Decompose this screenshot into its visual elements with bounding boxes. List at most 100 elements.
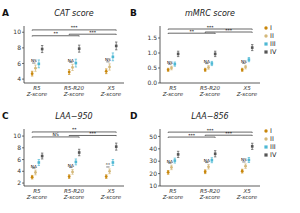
legend-marker bbox=[264, 34, 267, 37]
x-tick-label-line: Z-score bbox=[63, 194, 85, 200]
point bbox=[68, 71, 71, 74]
y-tick bbox=[158, 161, 160, 162]
legend-marker bbox=[264, 129, 267, 132]
error-bar bbox=[248, 158, 250, 163]
series bbox=[170, 65, 247, 70]
legend-label: IV bbox=[270, 151, 277, 159]
legend-marker bbox=[264, 42, 267, 45]
error-bar bbox=[204, 170, 206, 174]
y-tick-label: 10 bbox=[13, 132, 21, 139]
error-bar bbox=[68, 175, 70, 179]
point bbox=[248, 58, 251, 61]
pair-label: NS bbox=[105, 57, 111, 62]
bracket-label: *** bbox=[225, 28, 233, 33]
pair-label: NA bbox=[68, 163, 74, 168]
legend-marker bbox=[264, 153, 267, 156]
error-bar bbox=[251, 45, 253, 51]
point bbox=[167, 68, 170, 71]
error-bar bbox=[105, 69, 107, 74]
marks bbox=[31, 42, 118, 76]
y-tick bbox=[22, 183, 24, 184]
x-tick-label: R5-R20Z-score bbox=[199, 188, 221, 200]
error-bar bbox=[71, 64, 73, 70]
error-bar bbox=[115, 42, 117, 50]
y-tick bbox=[158, 136, 160, 137]
point bbox=[204, 170, 207, 173]
x-tick-label: X5Z-score bbox=[100, 188, 122, 200]
annotations: ********NSNANS bbox=[167, 25, 252, 65]
point bbox=[211, 159, 214, 162]
x-tick-label: R5Z-score bbox=[162, 188, 184, 200]
panel: LAA−950C246810R5Z-scoreR5-R20Z-scoreX5Z-… bbox=[2, 111, 124, 200]
pair-label: NA bbox=[204, 59, 210, 64]
panel-label: B bbox=[130, 8, 137, 18]
error-bar bbox=[71, 170, 73, 175]
y-tick-label: 0.5 bbox=[147, 64, 157, 71]
point bbox=[244, 66, 247, 69]
point bbox=[170, 166, 173, 169]
legend-label: IV bbox=[270, 48, 277, 56]
point bbox=[241, 68, 244, 71]
point bbox=[244, 165, 247, 168]
panel-label: D bbox=[130, 111, 137, 121]
bracket-label: *** bbox=[89, 30, 97, 35]
y-tick bbox=[158, 83, 160, 84]
x-tick-label-line: Z-score bbox=[199, 194, 221, 200]
legend-label: I bbox=[270, 24, 272, 32]
marks bbox=[167, 143, 254, 174]
pair-label: NA bbox=[204, 158, 210, 163]
y-tick-label: 0.0 bbox=[147, 79, 157, 86]
x-tick-label: R5Z-score bbox=[162, 85, 184, 97]
series bbox=[34, 169, 111, 175]
error-bar bbox=[78, 149, 80, 155]
error-bar bbox=[211, 61, 213, 65]
error-bar bbox=[174, 62, 176, 66]
y-tick bbox=[22, 136, 24, 137]
error-bar bbox=[41, 153, 43, 159]
x-tick-label: R5Z-score bbox=[26, 85, 48, 97]
legend-label: II bbox=[270, 135, 274, 143]
legend-label: III bbox=[270, 143, 276, 151]
series bbox=[38, 53, 115, 68]
x-tick-label: X5Z-score bbox=[100, 85, 122, 97]
point bbox=[78, 47, 81, 50]
x-tick-label: R5-R20Z-score bbox=[63, 85, 85, 97]
error-bar bbox=[167, 68, 169, 71]
y-tick-label: 20 bbox=[149, 170, 157, 177]
y-tick-label: 6 bbox=[17, 60, 21, 67]
series bbox=[177, 45, 254, 57]
x-tick-label: X5Z-score bbox=[236, 85, 258, 97]
y-tick bbox=[158, 148, 160, 149]
pair-label: NS bbox=[31, 58, 37, 63]
x-tick-label-line: Z-score bbox=[236, 194, 258, 200]
panel: LAA−856D1020304050R5Z-scoreR5-R20Z-score… bbox=[130, 111, 277, 200]
annotations: ********NSNANS bbox=[31, 25, 116, 63]
bracket-label: *** bbox=[71, 25, 79, 30]
y-tick bbox=[158, 68, 160, 69]
x-tick-label-line: Z-score bbox=[100, 91, 122, 97]
y-axis bbox=[24, 129, 25, 186]
y-tick-label: 10 bbox=[13, 28, 21, 35]
x-axis bbox=[24, 83, 124, 84]
point bbox=[204, 68, 207, 71]
point bbox=[115, 45, 118, 48]
error-bar bbox=[112, 160, 114, 166]
point bbox=[38, 63, 41, 66]
x-tick-label-line: Z-score bbox=[26, 194, 48, 200]
point bbox=[112, 56, 115, 59]
error-bar bbox=[108, 169, 110, 174]
point bbox=[251, 145, 254, 148]
y-tick bbox=[22, 79, 24, 80]
legend-label: II bbox=[270, 32, 274, 40]
point bbox=[248, 159, 251, 162]
y-tick-label: 10 bbox=[149, 182, 157, 189]
y-axis bbox=[160, 129, 161, 186]
error-bar bbox=[251, 143, 253, 149]
y-tick-label: 8 bbox=[17, 144, 21, 151]
y-tick bbox=[158, 38, 160, 39]
x-tick-label-line: Z-score bbox=[26, 91, 48, 97]
pair-label: NS bbox=[241, 59, 247, 64]
error-bar bbox=[34, 170, 36, 175]
y-tick-label: 30 bbox=[149, 157, 157, 164]
y-tick bbox=[22, 147, 24, 148]
